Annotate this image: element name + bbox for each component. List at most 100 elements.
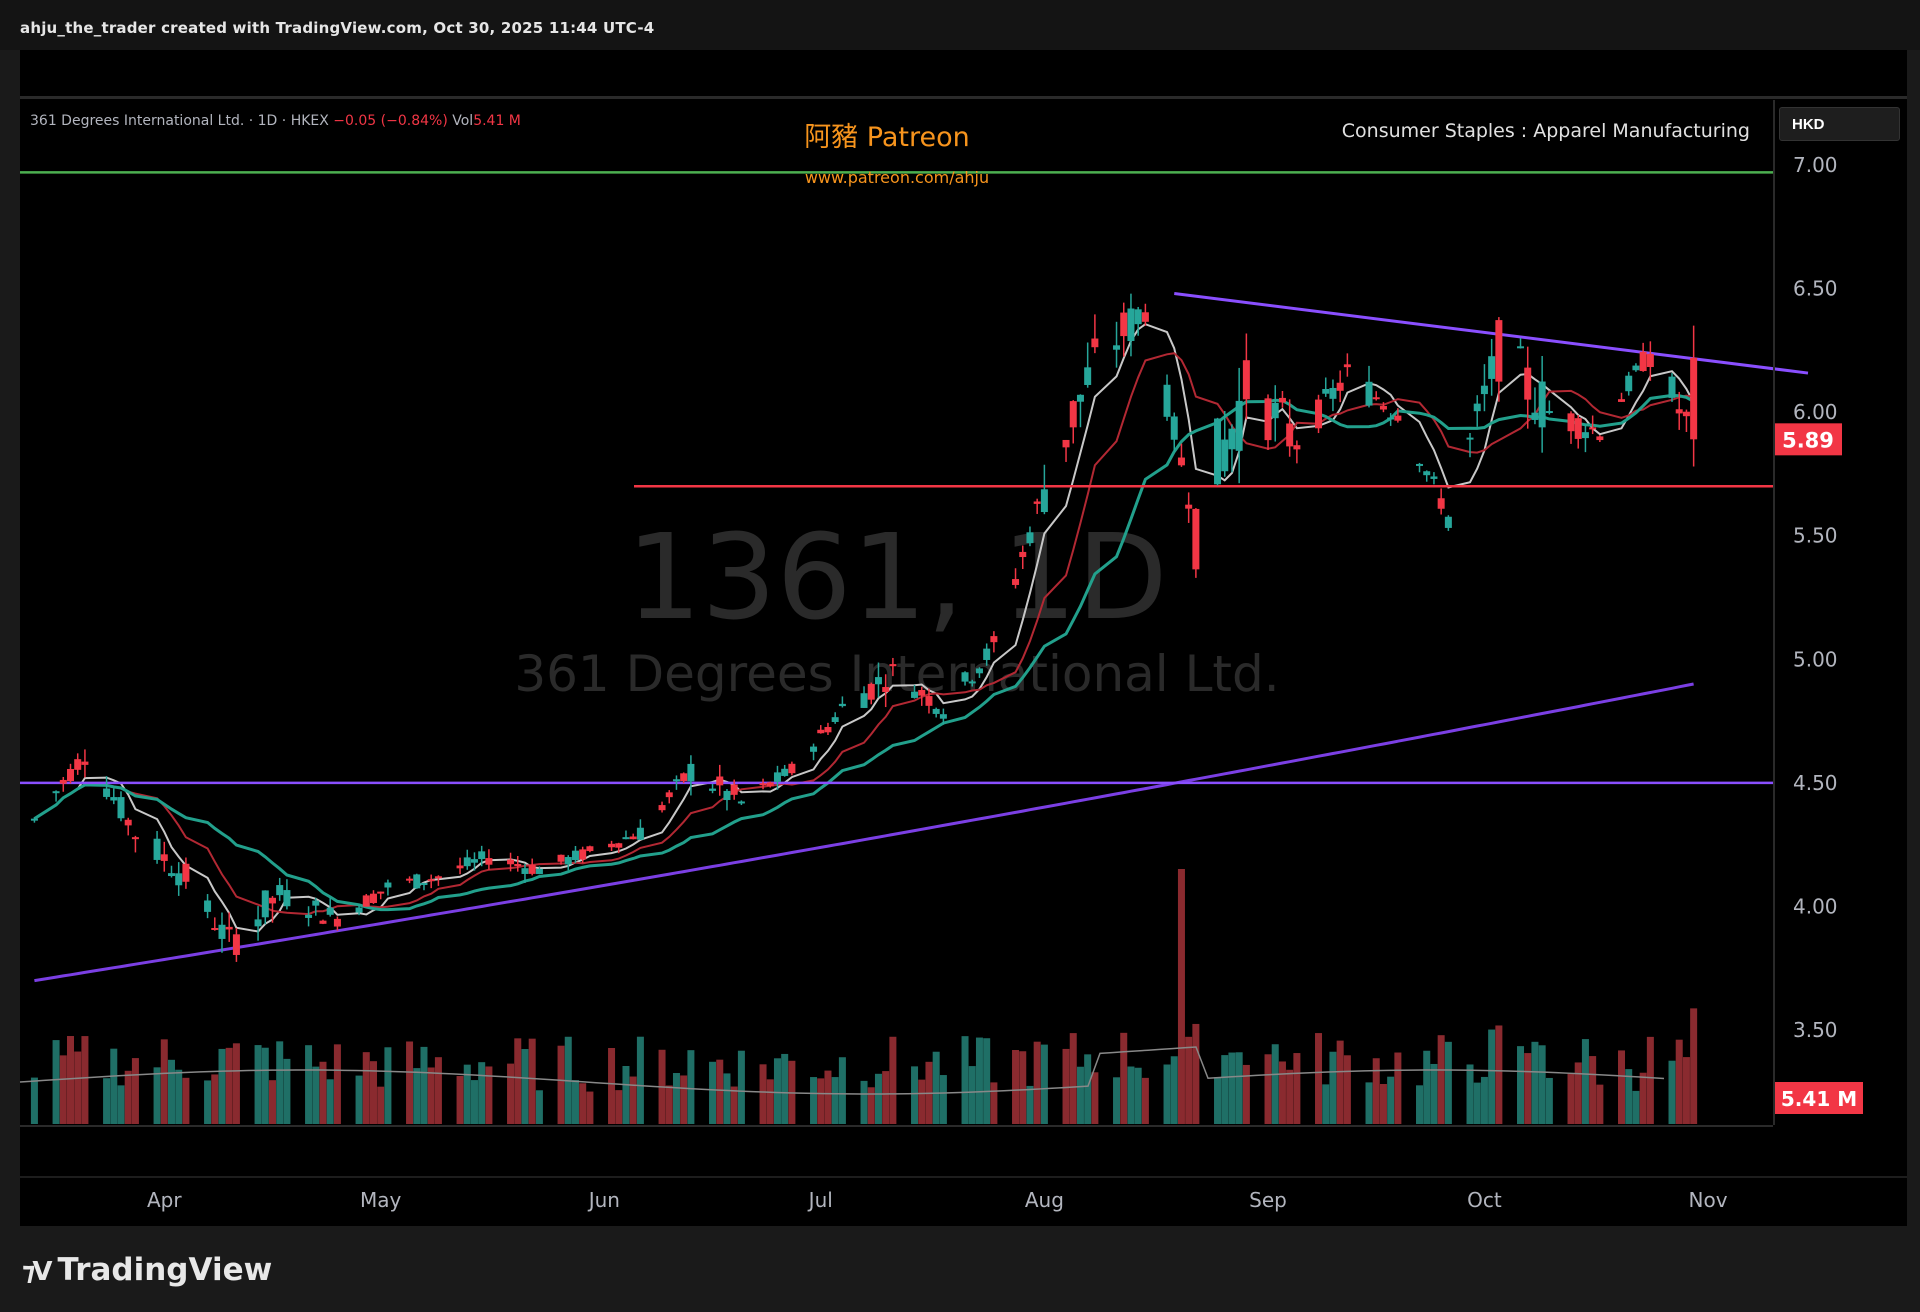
candle-body bbox=[319, 920, 327, 924]
volume-bar bbox=[1589, 1056, 1597, 1124]
volume-bar bbox=[218, 1048, 226, 1124]
candle-body bbox=[1574, 418, 1582, 439]
volume-bar bbox=[911, 1066, 919, 1124]
volume-bar bbox=[1618, 1050, 1626, 1124]
candle-body bbox=[1473, 403, 1481, 412]
legend-change: −0.05 (−0.84%) bbox=[333, 113, 448, 129]
volume-bar bbox=[1517, 1046, 1525, 1124]
volume-bar bbox=[1033, 1041, 1041, 1124]
y-tick-label: 6.50 bbox=[1793, 277, 1838, 301]
y-tick-label: 6.00 bbox=[1793, 400, 1838, 424]
candle-body bbox=[1214, 418, 1222, 485]
chart-panel[interactable] bbox=[20, 50, 1907, 1226]
volume-bar bbox=[975, 1037, 983, 1124]
candle-body bbox=[1012, 579, 1020, 585]
candle-body bbox=[759, 783, 767, 786]
candle-body bbox=[1394, 415, 1402, 421]
volume-bar bbox=[470, 1080, 478, 1124]
volume-bar bbox=[586, 1091, 594, 1124]
volume-bar bbox=[571, 1080, 579, 1124]
volume-bar bbox=[759, 1064, 767, 1124]
candle-body bbox=[1430, 476, 1438, 479]
volume-bar bbox=[427, 1067, 435, 1124]
candle-body bbox=[1315, 399, 1323, 429]
volume-bar bbox=[932, 1051, 940, 1124]
candle-body bbox=[990, 636, 998, 643]
volume-bar bbox=[268, 1080, 276, 1124]
candle-body bbox=[160, 854, 168, 861]
volume-bar bbox=[766, 1079, 774, 1124]
candle-body bbox=[1019, 551, 1027, 558]
volume-bar bbox=[730, 1086, 738, 1124]
horizontal-lines[interactable] bbox=[20, 171, 1809, 785]
top-toolbar-strip[interactable] bbox=[20, 50, 1907, 99]
volume-bar bbox=[160, 1039, 168, 1124]
candle-body bbox=[427, 879, 435, 882]
candle-body bbox=[355, 907, 363, 913]
volume-bar bbox=[1668, 1060, 1676, 1124]
candle-body bbox=[911, 691, 919, 698]
candle-body bbox=[204, 900, 212, 912]
volume-bar bbox=[990, 1082, 998, 1124]
currency-button[interactable]: HKD bbox=[1779, 107, 1900, 141]
volume-bar bbox=[1682, 1057, 1690, 1124]
volume-bar bbox=[831, 1077, 839, 1124]
volume-bar bbox=[312, 1066, 320, 1124]
volume-bar bbox=[882, 1071, 890, 1124]
volume-bar bbox=[131, 1058, 139, 1124]
candle-body bbox=[1062, 439, 1070, 448]
volume-bar bbox=[1473, 1082, 1481, 1124]
candle-body bbox=[312, 900, 320, 906]
candle-body bbox=[1444, 516, 1452, 528]
candle-body bbox=[232, 934, 240, 955]
time-axis-band bbox=[20, 1175, 1907, 1226]
symbol-legend[interactable]: 361 Degrees International Ltd. · 1D · HK… bbox=[30, 113, 521, 129]
y-tick-label: 5.00 bbox=[1793, 647, 1838, 671]
volume-bar bbox=[406, 1041, 414, 1124]
candle-body bbox=[153, 838, 161, 860]
volume-bar bbox=[1141, 1077, 1149, 1124]
candle-body bbox=[1185, 504, 1193, 509]
candle-body bbox=[326, 907, 334, 915]
volume-bar bbox=[276, 1041, 284, 1124]
candle-body bbox=[52, 791, 60, 794]
volume-bar bbox=[59, 1055, 67, 1124]
ma-fast-line bbox=[33, 323, 1695, 933]
volume-bar bbox=[74, 1051, 82, 1124]
candle-body bbox=[74, 759, 82, 770]
candle-body bbox=[182, 863, 190, 882]
candle-body bbox=[1026, 532, 1034, 544]
candle-body bbox=[874, 677, 882, 685]
volume-bar bbox=[1192, 1023, 1200, 1124]
volume-bar bbox=[1466, 1064, 1474, 1124]
volume-bar bbox=[961, 1036, 969, 1124]
axes: 7.00 6.50 6.00 5.50 5.00 4.50 4.00 3.50 Apr May Ju… bbox=[20, 100, 1907, 1226]
candle-body bbox=[773, 772, 781, 782]
candle-body bbox=[1639, 351, 1647, 372]
candle-body bbox=[665, 792, 673, 798]
volume-bar bbox=[665, 1085, 673, 1124]
legend-instrument: 361 Degrees International Ltd. · 1D · HK… bbox=[30, 113, 329, 129]
volume-bar bbox=[175, 1069, 183, 1124]
candle-body bbox=[1293, 445, 1301, 450]
candle-body bbox=[59, 779, 67, 784]
volume-bar bbox=[1322, 1084, 1330, 1124]
volume-bar bbox=[1177, 869, 1185, 1124]
candle-body bbox=[716, 776, 724, 786]
tradingview-brand[interactable]: ⁊V TradingView bbox=[22, 1252, 272, 1288]
candle-body bbox=[1235, 400, 1243, 451]
volume-bar bbox=[1278, 1061, 1286, 1124]
candle-body bbox=[507, 859, 515, 865]
volume-bar bbox=[153, 1067, 161, 1124]
volume-bar bbox=[333, 1044, 341, 1124]
candle-body bbox=[1271, 402, 1279, 419]
volume-bar bbox=[838, 1057, 846, 1124]
candle-body bbox=[175, 873, 183, 886]
candle-body bbox=[305, 914, 313, 918]
trendline[interactable] bbox=[1174, 292, 1809, 375]
volume-bar bbox=[103, 1078, 111, 1124]
volume-bar bbox=[889, 1036, 897, 1124]
volume-bar bbox=[1495, 1025, 1503, 1124]
candle-body bbox=[369, 893, 377, 903]
